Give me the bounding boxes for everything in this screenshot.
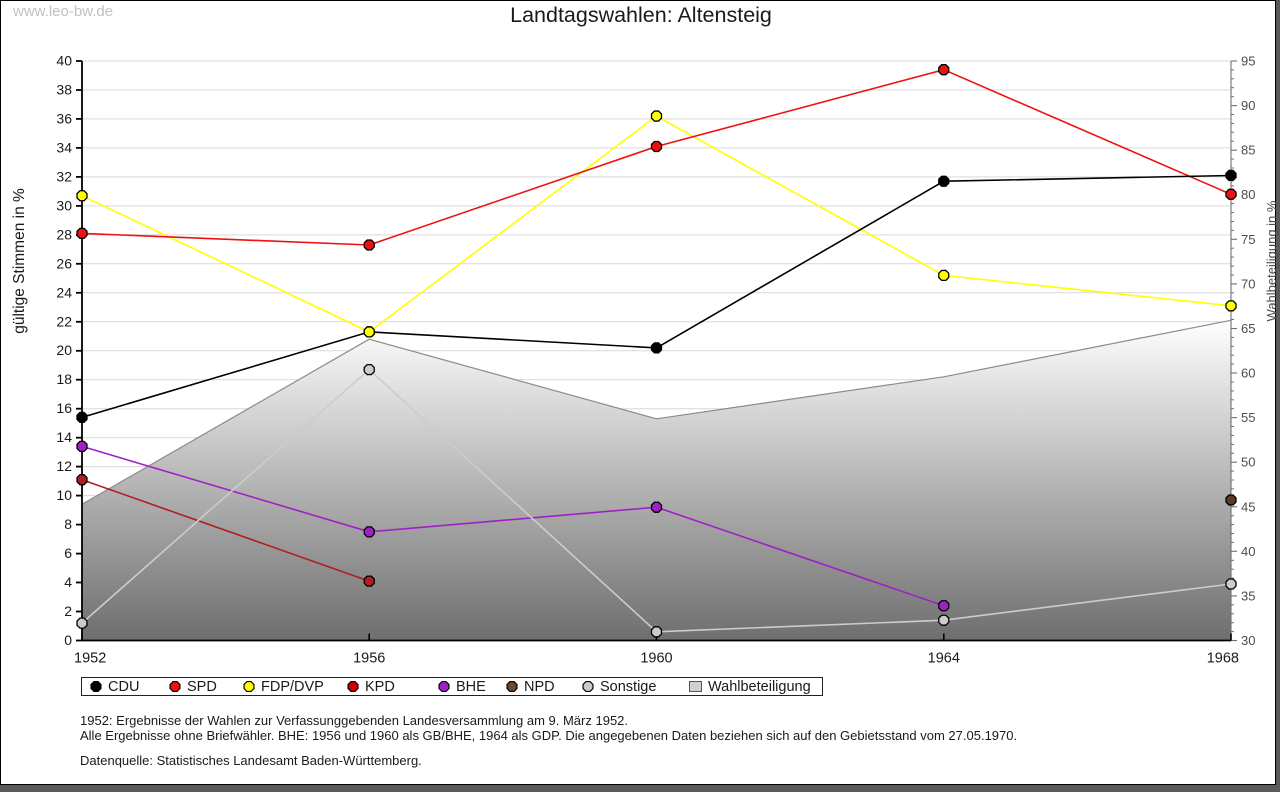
svg-text:22: 22 <box>56 313 72 329</box>
svg-text:0: 0 <box>64 632 72 648</box>
svg-text:55: 55 <box>1241 410 1255 425</box>
svg-text:4: 4 <box>64 574 72 590</box>
svg-text:1960: 1960 <box>640 651 672 667</box>
svg-text:38: 38 <box>56 82 72 98</box>
svg-text:65: 65 <box>1241 321 1255 336</box>
svg-text:35: 35 <box>1241 588 1255 603</box>
svg-text:30: 30 <box>56 197 72 213</box>
svg-text:75: 75 <box>1241 232 1255 247</box>
svg-text:2: 2 <box>64 603 72 619</box>
svg-text:1964: 1964 <box>928 651 960 667</box>
svg-text:14: 14 <box>56 429 72 445</box>
svg-text:80: 80 <box>1241 187 1255 202</box>
svg-text:1968: 1968 <box>1207 651 1239 667</box>
svg-text:1952: 1952 <box>74 651 106 667</box>
svg-text:20: 20 <box>56 342 72 358</box>
svg-text:34: 34 <box>56 139 72 155</box>
svg-text:26: 26 <box>56 255 72 271</box>
svg-text:30: 30 <box>1241 633 1255 648</box>
svg-text:70: 70 <box>1241 276 1255 291</box>
svg-text:40: 40 <box>1241 544 1255 559</box>
svg-text:95: 95 <box>1241 54 1255 69</box>
svg-text:36: 36 <box>56 110 72 126</box>
svg-text:24: 24 <box>56 284 72 300</box>
svg-text:50: 50 <box>1241 455 1255 470</box>
svg-text:12: 12 <box>56 458 72 474</box>
svg-text:16: 16 <box>56 400 72 416</box>
svg-text:8: 8 <box>64 516 72 532</box>
svg-text:18: 18 <box>56 371 72 387</box>
svg-text:32: 32 <box>56 168 72 184</box>
svg-text:45: 45 <box>1241 499 1255 514</box>
svg-text:60: 60 <box>1241 366 1255 381</box>
svg-text:10: 10 <box>56 487 72 503</box>
svg-text:90: 90 <box>1241 98 1255 113</box>
svg-text:85: 85 <box>1241 143 1255 158</box>
svg-text:40: 40 <box>56 53 72 69</box>
svg-text:1956: 1956 <box>353 651 385 667</box>
svg-text:6: 6 <box>64 545 72 561</box>
svg-text:28: 28 <box>56 226 72 242</box>
